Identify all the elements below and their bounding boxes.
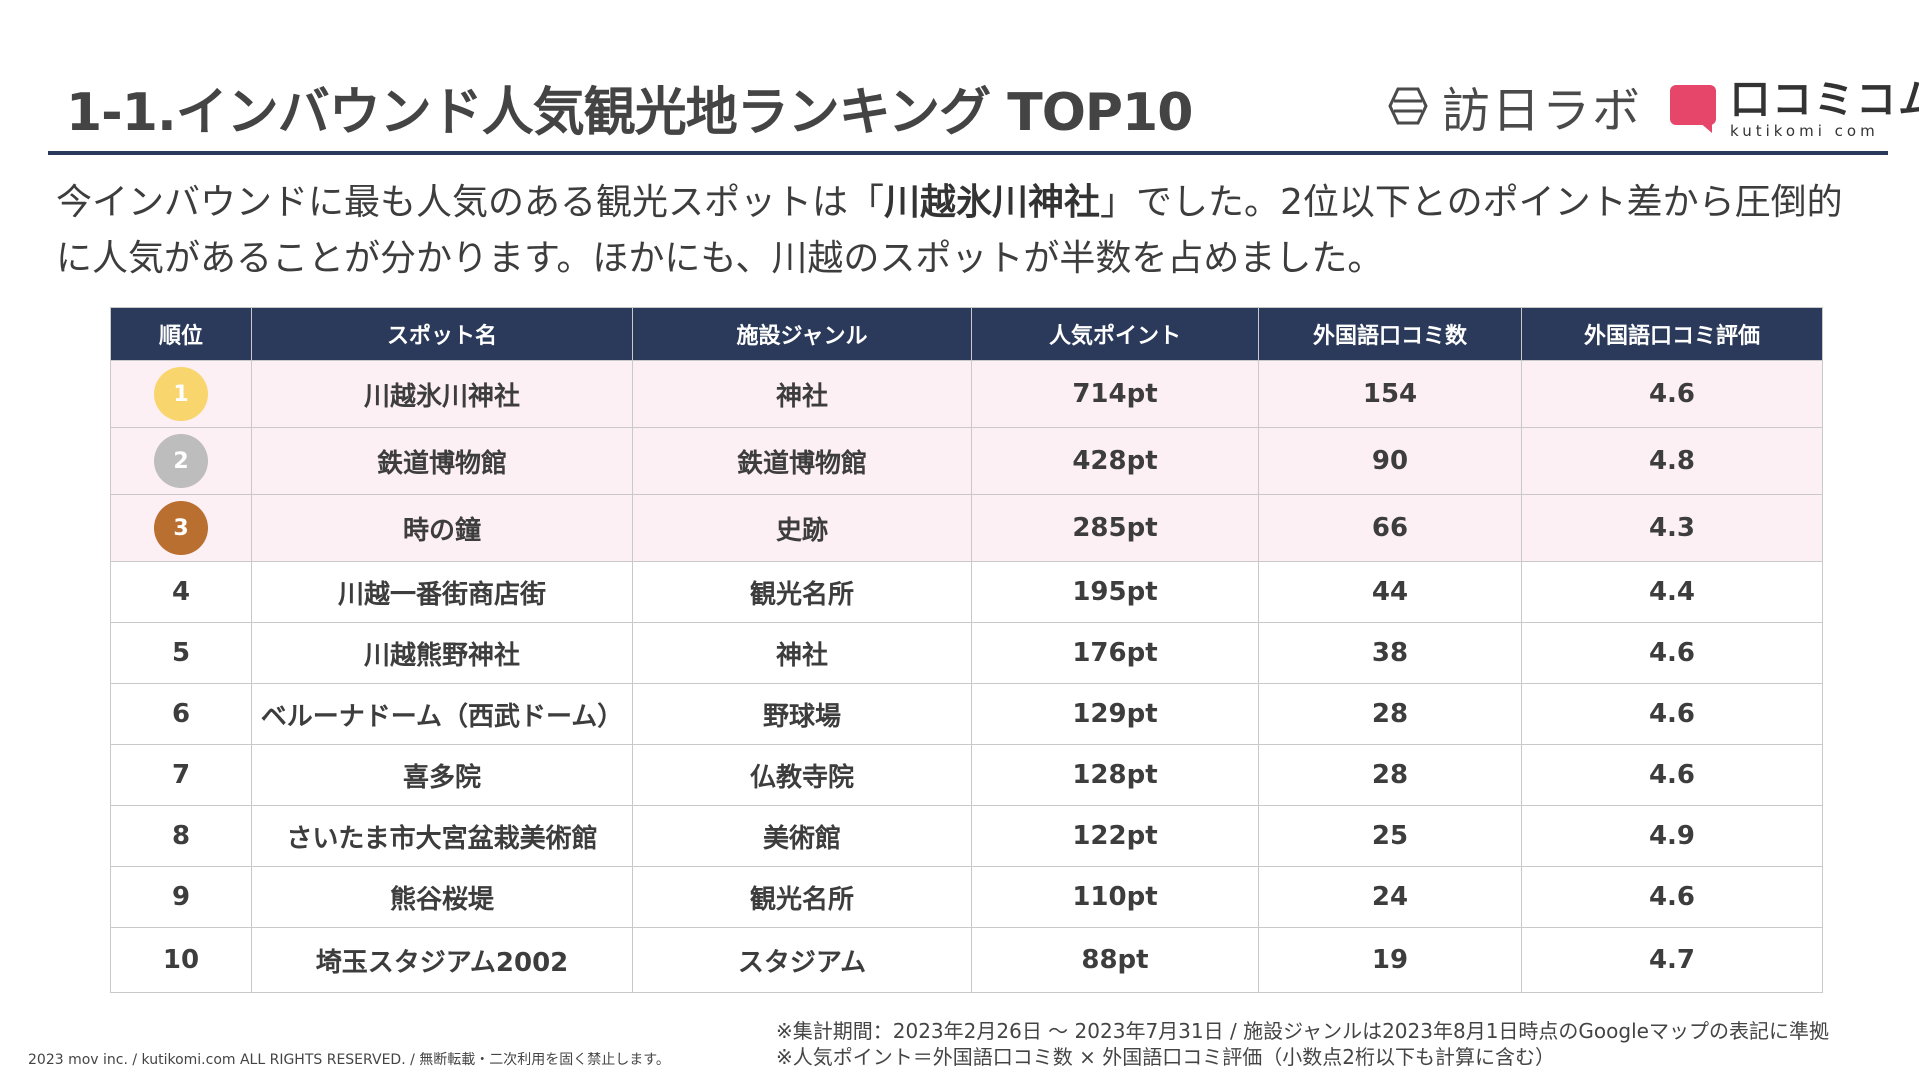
header-reviews: 外国語口コミ数 bbox=[1258, 307, 1522, 361]
rank-medal-icon: 2 bbox=[154, 434, 208, 488]
header-spot: スポット名 bbox=[251, 307, 633, 361]
kutikomi-logo-subtext: kutikomi com bbox=[1730, 121, 1879, 140]
spot-name-cell: 川越熊野神社 bbox=[251, 622, 633, 684]
points-cell: 714pt bbox=[971, 360, 1259, 428]
genre-cell: 神社 bbox=[632, 360, 972, 428]
table-row: 10 埼玉スタジアム2002 スタジアム 88pt 19 4.7 bbox=[110, 927, 1823, 993]
rank-cell: 9 bbox=[110, 866, 252, 928]
genre-cell: 美術館 bbox=[632, 805, 972, 867]
intro-highlight: 川越氷川神社 bbox=[884, 182, 1101, 223]
spot-name-cell: 埼玉スタジアム2002 bbox=[251, 927, 633, 993]
genre-cell: 観光名所 bbox=[632, 866, 972, 928]
ranking-table: 順位 スポット名 施設ジャンル 人気ポイント 外国語口コミ数 外国語口コミ評価 … bbox=[110, 307, 1823, 993]
page-title: 1-1.インバウンド人気観光地ランキング TOP10 bbox=[66, 83, 1193, 143]
rank-cell: 2 bbox=[110, 427, 252, 495]
header-points: 人気ポイント bbox=[971, 307, 1259, 361]
header-divider bbox=[48, 151, 1888, 155]
points-cell: 428pt bbox=[971, 427, 1259, 495]
rank-cell: 10 bbox=[110, 927, 252, 993]
intro-text-before: 今インバウンドに最も人気のある観光スポットは「 bbox=[56, 182, 885, 223]
speech-bubble-icon bbox=[1668, 83, 1718, 135]
intro-text-after: 」でした。2位以下とのポイント差から圧倒的に人気があることが分かります。ほかにも… bbox=[56, 182, 1843, 279]
points-cell: 110pt bbox=[971, 866, 1259, 928]
table-header-row: 順位 スポット名 施設ジャンル 人気ポイント 外国語口コミ数 外国語口コミ評価 bbox=[110, 307, 1823, 361]
spot-name-cell: ベルーナドーム（西武ドーム） bbox=[251, 683, 633, 745]
spot-name-cell: 喜多院 bbox=[251, 744, 633, 806]
houjin-labo-logo: 訪日ラボ bbox=[1388, 78, 1642, 139]
table-row: 6 ベルーナドーム（西武ドーム） 野球場 129pt 28 4.6 bbox=[110, 683, 1823, 745]
points-cell: 128pt bbox=[971, 744, 1259, 806]
points-cell: 176pt bbox=[971, 622, 1259, 684]
genre-cell: 仏教寺院 bbox=[632, 744, 972, 806]
slide-header: 1-1.インバウンド人気観光地ランキング TOP10 訪日ラボ 口コミコム ku… bbox=[48, 60, 1919, 156]
table-row: 9 熊谷桜堤 観光名所 110pt 24 4.6 bbox=[110, 866, 1823, 928]
genre-cell: 観光名所 bbox=[632, 561, 972, 623]
rank-cell: 8 bbox=[110, 805, 252, 867]
table-row: 4 川越一番街商店街 観光名所 195pt 44 4.4 bbox=[110, 561, 1823, 623]
rating-cell: 4.6 bbox=[1521, 360, 1823, 428]
footnote-period: ※集計期間：2023年2月26日 〜 2023年7月31日 / 施設ジャンルは2… bbox=[776, 1019, 1829, 1043]
rank-cell: 6 bbox=[110, 683, 252, 745]
spot-name-cell: 鉄道博物館 bbox=[251, 427, 633, 495]
rank-cell: 1 bbox=[110, 360, 252, 428]
footnotes: ※集計期間：2023年2月26日 〜 2023年7月31日 / 施設ジャンルは2… bbox=[776, 1018, 1829, 1070]
spot-name-cell: 熊谷桜堤 bbox=[251, 866, 633, 928]
genre-cell: 鉄道博物館 bbox=[632, 427, 972, 495]
points-cell: 285pt bbox=[971, 494, 1259, 562]
points-cell: 122pt bbox=[971, 805, 1259, 867]
table-row: 3 時の鐘 史跡 285pt 66 4.3 bbox=[110, 494, 1823, 562]
reviews-cell: 154 bbox=[1258, 360, 1522, 428]
table-row: 5 川越熊野神社 神社 176pt 38 4.6 bbox=[110, 622, 1823, 684]
points-cell: 195pt bbox=[971, 561, 1259, 623]
reviews-cell: 25 bbox=[1258, 805, 1522, 867]
header-rating: 外国語口コミ評価 bbox=[1521, 307, 1823, 361]
reviews-cell: 19 bbox=[1258, 927, 1522, 993]
reviews-cell: 28 bbox=[1258, 744, 1522, 806]
rank-cell: 5 bbox=[110, 622, 252, 684]
points-cell: 88pt bbox=[971, 927, 1259, 993]
rank-cell: 7 bbox=[110, 744, 252, 806]
copyright: 2023 mov inc. / kutikomi.com ALL RIGHTS … bbox=[28, 1052, 670, 1068]
points-cell: 129pt bbox=[971, 683, 1259, 745]
footnote-points: ※人気ポイント＝外国語口コミ数 × 外国語口コミ評価（小数点2桁以下も計算に含む… bbox=[776, 1045, 1555, 1069]
rating-cell: 4.7 bbox=[1521, 927, 1823, 993]
houjin-labo-text: 訪日ラボ bbox=[1442, 83, 1643, 139]
reviews-cell: 28 bbox=[1258, 683, 1522, 745]
reviews-cell: 44 bbox=[1258, 561, 1522, 623]
spot-name-cell: 時の鐘 bbox=[251, 494, 633, 562]
rating-cell: 4.6 bbox=[1521, 744, 1823, 806]
genre-cell: 野球場 bbox=[632, 683, 972, 745]
genre-cell: 神社 bbox=[632, 622, 972, 684]
table-row: 2 鉄道博物館 鉄道博物館 428pt 90 4.8 bbox=[110, 427, 1823, 495]
reviews-cell: 38 bbox=[1258, 622, 1522, 684]
rank-medal-icon: 1 bbox=[154, 367, 208, 421]
header-rank: 順位 bbox=[110, 307, 252, 361]
rating-cell: 4.6 bbox=[1521, 866, 1823, 928]
rank-cell: 3 bbox=[110, 494, 252, 562]
rating-cell: 4.3 bbox=[1521, 494, 1823, 562]
table-row: 7 喜多院 仏教寺院 128pt 28 4.6 bbox=[110, 744, 1823, 806]
header-genre: 施設ジャンル bbox=[632, 307, 972, 361]
houjin-labo-icon bbox=[1388, 87, 1428, 125]
rank-cell: 4 bbox=[110, 561, 252, 623]
table-row: 8 さいたま市大宮盆栽美術館 美術館 122pt 25 4.9 bbox=[110, 805, 1823, 867]
rating-cell: 4.6 bbox=[1521, 683, 1823, 745]
rank-medal-icon: 3 bbox=[154, 501, 208, 555]
kutikomi-logo-text: 口コミコム bbox=[1730, 76, 1919, 123]
reviews-cell: 90 bbox=[1258, 427, 1522, 495]
rating-cell: 4.4 bbox=[1521, 561, 1823, 623]
reviews-cell: 66 bbox=[1258, 494, 1522, 562]
kutikomi-logo: 口コミコム kutikomi com bbox=[1668, 78, 1919, 140]
rating-cell: 4.6 bbox=[1521, 622, 1823, 684]
intro-text: 今インバウンドに最も人気のある観光スポットは「川越氷川神社」でした。2位以下との… bbox=[56, 175, 1856, 287]
spot-name-cell: 川越氷川神社 bbox=[251, 360, 633, 428]
rating-cell: 4.9 bbox=[1521, 805, 1823, 867]
table-row: 1 川越氷川神社 神社 714pt 154 4.6 bbox=[110, 360, 1823, 428]
genre-cell: 史跡 bbox=[632, 494, 972, 562]
rating-cell: 4.8 bbox=[1521, 427, 1823, 495]
reviews-cell: 24 bbox=[1258, 866, 1522, 928]
genre-cell: スタジアム bbox=[632, 927, 972, 993]
spot-name-cell: 川越一番街商店街 bbox=[251, 561, 633, 623]
spot-name-cell: さいたま市大宮盆栽美術館 bbox=[251, 805, 633, 867]
